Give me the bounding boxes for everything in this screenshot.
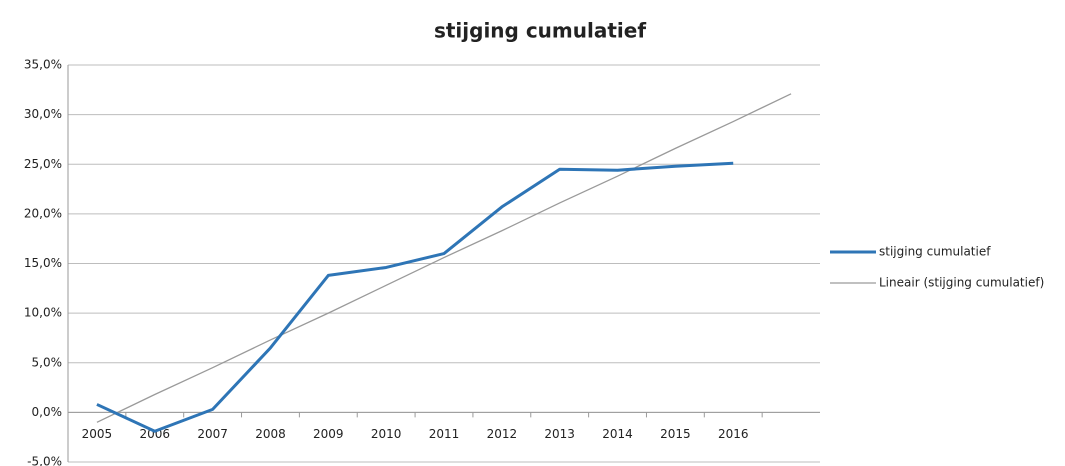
y-tick-label: 15,0% bbox=[24, 256, 62, 270]
x-tick-label: 2009 bbox=[313, 427, 344, 441]
legend-label: stijging cumulatief bbox=[879, 245, 991, 259]
y-tick-label: 30,0% bbox=[24, 107, 62, 121]
y-tick-label: 20,0% bbox=[24, 206, 62, 220]
x-tick-label: 2008 bbox=[255, 427, 286, 441]
y-tick-label: 5,0% bbox=[32, 355, 63, 369]
x-tick-label: 2005 bbox=[82, 427, 113, 441]
x-tick-label: 2011 bbox=[429, 427, 460, 441]
x-tick-label: 2007 bbox=[197, 427, 228, 441]
y-tick-label: -5,0% bbox=[27, 455, 62, 466]
x-tick-label: 2014 bbox=[602, 427, 633, 441]
y-tick-label: 25,0% bbox=[24, 157, 62, 171]
x-tick-label: 2012 bbox=[487, 427, 518, 441]
x-tick-label: 2010 bbox=[371, 427, 402, 441]
y-tick-label: 10,0% bbox=[24, 306, 62, 320]
x-tick-label: 2015 bbox=[660, 427, 691, 441]
y-tick-label: 0,0% bbox=[32, 405, 63, 419]
x-tick-label: 2016 bbox=[718, 427, 749, 441]
data-line bbox=[96, 161, 734, 433]
trend-line bbox=[96, 93, 792, 423]
x-tick-label: 2013 bbox=[544, 427, 575, 441]
x-tick-label: 2006 bbox=[139, 427, 170, 441]
chart-title: stijging cumulatief bbox=[434, 19, 646, 43]
legend-label: Lineair (stijging cumulatief) bbox=[879, 276, 1044, 290]
y-tick-label: 35,0% bbox=[24, 58, 62, 72]
